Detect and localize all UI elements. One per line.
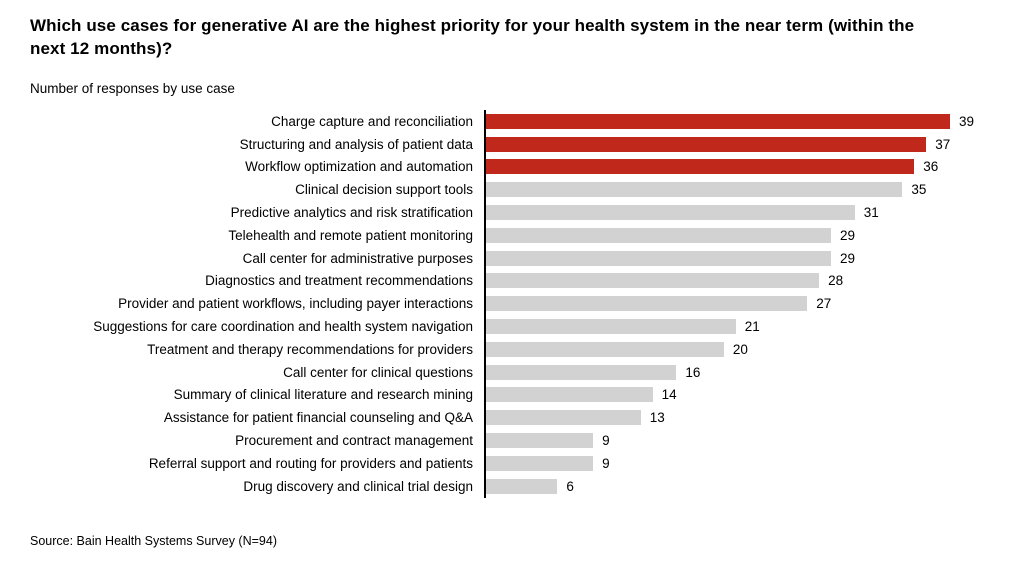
bar bbox=[486, 136, 927, 152]
bar bbox=[486, 364, 677, 380]
bar-label: Predictive analytics and risk stratifica… bbox=[230, 205, 473, 221]
axis-and-bar-track: 9 bbox=[484, 429, 1024, 452]
bar-row: Telehealth and remote patient monitoring… bbox=[0, 223, 1024, 247]
bar bbox=[486, 455, 594, 471]
axis-and-bar-track: 14 bbox=[484, 383, 1024, 407]
bar bbox=[486, 410, 641, 426]
bar-value: 20 bbox=[732, 341, 748, 357]
bar-value: 21 bbox=[744, 319, 760, 335]
bar bbox=[486, 113, 950, 129]
bar-label: Summary of clinical literature and resea… bbox=[173, 387, 473, 403]
bar-value: 14 bbox=[661, 387, 677, 403]
bar-value: 36 bbox=[923, 159, 939, 175]
axis-and-bar-track: 29 bbox=[484, 246, 1024, 270]
axis-and-bar-track: 35 bbox=[484, 178, 1024, 202]
bar bbox=[486, 250, 831, 266]
axis-and-bar-track: 28 bbox=[484, 269, 1024, 293]
bar bbox=[486, 273, 820, 289]
bar-row: Call center for clinical questions 16 bbox=[0, 360, 1024, 384]
bar-row: Clinical decision support tools 35 bbox=[0, 178, 1024, 202]
bar-row: Workflow optimization and automation 36 bbox=[0, 155, 1024, 179]
axis-and-bar-track: 39 bbox=[484, 110, 1024, 133]
bar-value: 9 bbox=[602, 433, 610, 449]
axis-and-bar-track: 20 bbox=[484, 337, 1024, 361]
axis-and-bar-track: 9 bbox=[484, 451, 1024, 475]
bar-label: Structuring and analysis of patient data bbox=[239, 136, 473, 152]
bar bbox=[486, 387, 653, 403]
bar-value: 6 bbox=[566, 478, 574, 494]
bar-row: Treatment and therapy recommendations fo… bbox=[0, 337, 1024, 361]
axis-and-bar-track: 27 bbox=[484, 292, 1024, 316]
bar bbox=[486, 319, 736, 335]
axis-and-bar-track: 13 bbox=[484, 406, 1024, 430]
axis-and-bar-track: 36 bbox=[484, 155, 1024, 179]
bar-row: Drug discovery and clinical trial design… bbox=[0, 474, 1024, 498]
bar-label: Assistance for patient financial counsel… bbox=[163, 410, 473, 426]
bar bbox=[486, 182, 903, 198]
bar-row: Provider and patient workflows, includin… bbox=[0, 292, 1024, 316]
bar-row: Suggestions for care coordination and he… bbox=[0, 315, 1024, 338]
bar-row: Summary of clinical literature and resea… bbox=[0, 383, 1024, 407]
bar-label: Call center for clinical questions bbox=[283, 364, 473, 380]
bar-row: Procurement and contract management 9 bbox=[0, 429, 1024, 452]
axis-and-bar-track: 16 bbox=[484, 360, 1024, 384]
bar bbox=[486, 205, 855, 221]
bar-row: Assistance for patient financial counsel… bbox=[0, 406, 1024, 430]
bar-label: Suggestions for care coordination and he… bbox=[93, 319, 473, 335]
bar-label: Procurement and contract management bbox=[235, 433, 473, 449]
bar-chart: Charge capture and reconciliation 39 Str… bbox=[0, 110, 1024, 498]
bar-row: Predictive analytics and risk stratifica… bbox=[0, 201, 1024, 224]
bar-value: 16 bbox=[685, 364, 701, 380]
bar bbox=[486, 478, 558, 494]
bar-value: 29 bbox=[840, 250, 856, 266]
bar-value: 28 bbox=[828, 273, 844, 289]
bar-row: Diagnostics and treatment recommendation… bbox=[0, 269, 1024, 293]
bar-label: Provider and patient workflows, includin… bbox=[118, 296, 473, 312]
axis-and-bar-track: 31 bbox=[484, 201, 1024, 224]
bar-label: Call center for administrative purposes bbox=[242, 250, 473, 266]
bar-label: Treatment and therapy recommendations fo… bbox=[147, 341, 473, 357]
bar-row: Structuring and analysis of patient data… bbox=[0, 132, 1024, 156]
bar-row: Referral support and routing for provide… bbox=[0, 451, 1024, 475]
bar-label: Workflow optimization and automation bbox=[245, 159, 473, 175]
bar-value: 37 bbox=[935, 136, 951, 152]
chart-subtitle: Number of responses by use case bbox=[30, 81, 235, 96]
bar-value: 39 bbox=[959, 113, 975, 129]
bar-value: 31 bbox=[863, 205, 879, 221]
bar bbox=[486, 341, 724, 357]
bar-value: 35 bbox=[911, 182, 927, 198]
source-note: Source: Bain Health Systems Survey (N=94… bbox=[30, 534, 277, 548]
bar-value: 13 bbox=[649, 410, 665, 426]
bar bbox=[486, 433, 594, 449]
axis-and-bar-track: 37 bbox=[484, 132, 1024, 156]
axis-and-bar-track: 6 bbox=[484, 474, 1024, 498]
chart-title: Which use cases for generative AI are th… bbox=[30, 16, 915, 59]
bar-value: 27 bbox=[816, 296, 832, 312]
bar-label: Telehealth and remote patient monitoring bbox=[228, 227, 473, 243]
bar bbox=[486, 159, 915, 175]
bar-value: 29 bbox=[840, 227, 856, 243]
bar-label: Charge capture and reconciliation bbox=[271, 113, 473, 129]
bar-value: 9 bbox=[602, 455, 610, 471]
bar-row: Call center for administrative purposes … bbox=[0, 246, 1024, 270]
bar-row: Charge capture and reconciliation 39 bbox=[0, 110, 1024, 133]
axis-and-bar-track: 21 bbox=[484, 315, 1024, 338]
axis-and-bar-track: 29 bbox=[484, 223, 1024, 247]
bar-label: Drug discovery and clinical trial design bbox=[243, 478, 473, 494]
bar bbox=[486, 296, 808, 312]
bar-label: Diagnostics and treatment recommendation… bbox=[205, 273, 473, 289]
bar-label: Clinical decision support tools bbox=[295, 182, 473, 198]
bar bbox=[486, 227, 831, 243]
bar-label: Referral support and routing for provide… bbox=[148, 455, 473, 471]
